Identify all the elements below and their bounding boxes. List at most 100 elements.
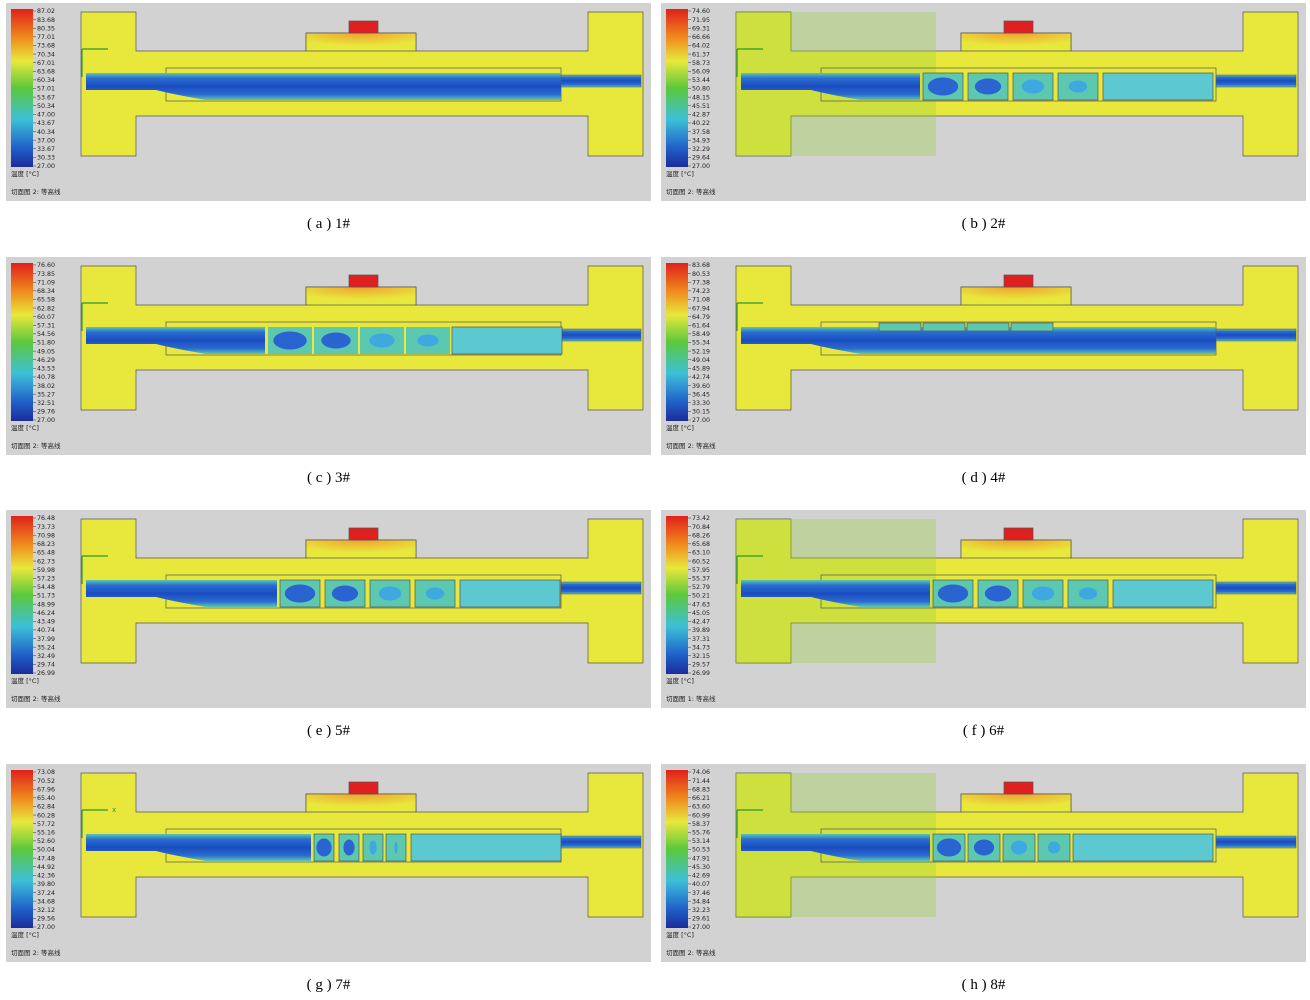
unit-label: 温度 [°C] xyxy=(666,676,694,685)
colorbar-label: 37.99 xyxy=(37,636,55,643)
colorbar-label: 71.08 xyxy=(692,297,710,304)
cell-core xyxy=(1011,841,1027,855)
colorbar-label: 50.04 xyxy=(37,847,55,854)
panel: 76.6073.8571.0968.3465.5862.8260.0757.31… xyxy=(6,257,651,455)
colorbar-label: 64.02 xyxy=(692,43,710,50)
colorbar-label: 57.23 xyxy=(37,575,55,582)
unit-label: 温度 [°C] xyxy=(666,169,694,178)
colorbar-label: 64.79 xyxy=(692,314,710,321)
colorbar-label: 61.64 xyxy=(692,322,710,329)
contour-plot: 76.6073.8571.0968.3465.5862.8260.0757.31… xyxy=(6,257,651,455)
colorbar-label: 83.68 xyxy=(692,262,710,269)
colorbar-label: 36.45 xyxy=(692,391,710,398)
colorbar-label: 27.00 xyxy=(37,924,55,931)
colorbar-label: 40.78 xyxy=(37,374,55,381)
cell-core xyxy=(343,840,354,856)
cell-core xyxy=(285,585,315,603)
colorbar-label: 63.60 xyxy=(692,804,710,811)
colorbar-label: 42.87 xyxy=(692,112,710,119)
colorbar-label: 34.93 xyxy=(692,137,710,144)
colorbar-label: 49.05 xyxy=(37,348,55,355)
colorbar-label: 40.34 xyxy=(37,129,55,136)
colorbar-label: 47.63 xyxy=(692,601,710,608)
figure: 87.0283.6880.3577.0173.6870.3467.0163.68… xyxy=(0,0,1310,1000)
colorbar-label: 70.98 xyxy=(37,532,55,539)
colorbar-label: 32.12 xyxy=(37,907,55,914)
contour-plot: 73.0870.5267.9665.4062.8460.2857.7255.16… xyxy=(6,764,651,962)
colorbar-label: 27.00 xyxy=(692,924,710,931)
colorbar-label: 45.05 xyxy=(692,610,710,617)
colorbar-label: 73.73 xyxy=(37,524,55,531)
view-label: 切面图 2: 等高线 xyxy=(11,694,61,703)
colorbar-label: 46.24 xyxy=(37,610,55,617)
colorbar-label: 60.34 xyxy=(37,77,55,84)
colorbar-label: 74.06 xyxy=(692,769,710,776)
cell-core xyxy=(332,586,358,602)
colorbar-label: 40.07 xyxy=(692,881,710,888)
cell xyxy=(879,323,921,331)
panel: 74.6071.9569.3166.6664.0261.3758.7356.09… xyxy=(661,3,1306,201)
outlet xyxy=(561,329,641,341)
colorbar-label: 58.73 xyxy=(692,60,710,67)
colorbar-label: 45.51 xyxy=(692,103,710,110)
colorbar-label: 27.00 xyxy=(692,417,710,424)
heater xyxy=(349,21,378,33)
colorbar-label: 45.89 xyxy=(692,366,710,373)
unit-label: 温度 [°C] xyxy=(666,930,694,939)
colorbar-label: 83.68 xyxy=(37,17,55,24)
colorbar-label: 52.60 xyxy=(37,838,55,845)
colorbar-label: 32.51 xyxy=(37,400,55,407)
heater-glow xyxy=(961,540,1071,558)
colorbar-label: 34.84 xyxy=(692,898,710,905)
cell-core xyxy=(937,839,961,857)
caption: ( b ) 2# xyxy=(661,213,1306,235)
cell-core xyxy=(974,840,994,856)
heater xyxy=(1004,21,1033,33)
colorbar-label: 37.46 xyxy=(692,890,710,897)
colorbar-label: 30.15 xyxy=(692,409,710,416)
colorbar-label: 55.37 xyxy=(692,575,710,582)
colorbar-label: 67.96 xyxy=(37,786,55,793)
colorbar-label: 57.72 xyxy=(37,821,55,828)
colorbar-label: 63.68 xyxy=(37,68,55,75)
heater xyxy=(1004,528,1033,540)
tail xyxy=(452,327,562,354)
heater xyxy=(349,528,378,540)
cell-core xyxy=(938,585,968,603)
colorbar-label: 63.10 xyxy=(692,550,710,557)
colorbar-label: 70.34 xyxy=(37,51,55,58)
colorbar-label: 42.74 xyxy=(692,374,710,381)
colorbar-label: 62.82 xyxy=(37,305,55,312)
view-label: 切面图 2: 等高线 xyxy=(11,187,61,196)
colorbar-label: 69.31 xyxy=(692,25,710,32)
colorbar-label: 48.15 xyxy=(692,94,710,101)
tail xyxy=(1113,580,1213,607)
colorbar-label: 29.76 xyxy=(37,409,55,416)
caption: ( d ) 4# xyxy=(661,467,1306,489)
cell-core xyxy=(273,332,306,350)
unit-label: 温度 [°C] xyxy=(11,423,39,432)
colorbar-label: 73.08 xyxy=(37,769,55,776)
cell xyxy=(923,323,965,331)
colorbar-label: 27.00 xyxy=(37,163,55,170)
heater-glow xyxy=(961,287,1071,305)
heater-glow xyxy=(961,33,1071,51)
colorbar-label: 73.68 xyxy=(37,43,55,50)
colorbar-label: 74.23 xyxy=(692,288,710,295)
outlet xyxy=(561,836,641,848)
view-label: 切面图 2: 等高线 xyxy=(11,948,61,957)
colorbar-label: 44.92 xyxy=(37,864,55,871)
cell xyxy=(1011,323,1053,331)
unit-label: 温度 [°C] xyxy=(11,676,39,685)
view-label: 切面图 2: 等高线 xyxy=(666,948,716,957)
colorbar-label: 39.60 xyxy=(692,383,710,390)
contour-plot: 74.6071.9569.3166.6664.0261.3758.7356.09… xyxy=(661,3,1306,201)
heater xyxy=(349,782,378,794)
colorbar-label: 62.73 xyxy=(37,558,55,565)
colorbar-label: 53.67 xyxy=(37,94,55,101)
colorbar-label: 29.61 xyxy=(692,916,710,923)
cell-core xyxy=(316,839,331,857)
view-label: 切面图 2: 等高线 xyxy=(666,441,716,450)
